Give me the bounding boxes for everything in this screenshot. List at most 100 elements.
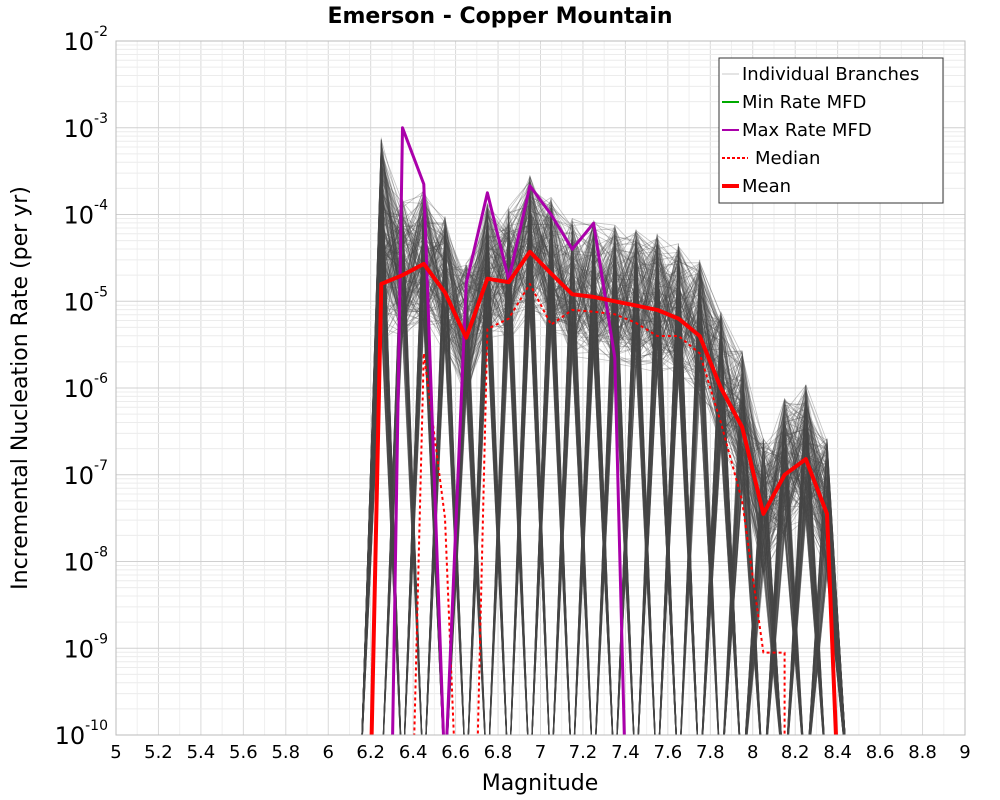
branch-line <box>361 197 846 735</box>
branch-line <box>361 202 844 735</box>
branch-line <box>361 140 846 735</box>
branch-line <box>362 209 846 735</box>
branch-line <box>361 221 825 735</box>
branch-line <box>361 230 824 735</box>
branch-line <box>361 210 824 735</box>
y-tick-label: 10-5 <box>63 284 108 316</box>
branch-line <box>361 231 845 735</box>
branch-line <box>361 180 825 735</box>
x-tick-label: 5.4 <box>187 742 216 763</box>
branch-line <box>361 202 846 735</box>
branch-line <box>362 254 825 735</box>
branch-line <box>382 204 845 735</box>
branch-line <box>361 156 846 735</box>
branch-line <box>361 207 845 735</box>
branch-line <box>361 182 845 735</box>
branch-line <box>361 216 846 735</box>
legend-label: Median <box>755 148 820 169</box>
y-axis-ticks: 10-10 10-9 10-8 10-7 10-6 10-5 10-4 10-3 10-2 <box>55 24 109 750</box>
branch-line <box>383 192 846 735</box>
branch-line <box>361 203 845 735</box>
branch-line <box>361 218 844 735</box>
branch-line <box>362 227 825 735</box>
branch-line <box>383 235 825 735</box>
branch-line <box>361 154 825 735</box>
branch-line <box>361 208 804 735</box>
branch-line <box>404 211 846 735</box>
branch-line <box>383 205 845 735</box>
branch-line <box>383 214 845 735</box>
branch-line <box>404 230 846 735</box>
branch-line <box>361 225 846 735</box>
branch-line <box>361 270 825 735</box>
branch-line <box>361 156 846 735</box>
branch-line <box>361 223 845 735</box>
branch-line <box>383 201 845 735</box>
branch-line <box>361 178 845 735</box>
chart-title: Emerson - Copper Mountain <box>327 4 672 29</box>
branch-line <box>362 225 846 735</box>
x-tick-label: 5 <box>110 742 121 763</box>
branch-line <box>362 231 782 735</box>
legend-label: Max Rate MFD <box>742 120 872 141</box>
branch-line <box>361 139 845 735</box>
branch-line <box>361 137 846 735</box>
branch-line <box>446 246 846 735</box>
branch-line <box>382 225 846 735</box>
y-tick-label: 10-4 <box>63 198 108 230</box>
branch-line <box>361 193 845 735</box>
branch-line <box>383 200 846 735</box>
branch-line <box>361 188 845 735</box>
branch-line <box>382 223 846 735</box>
branch-line <box>361 203 825 735</box>
branch-line <box>361 221 846 735</box>
branch-line <box>361 198 844 735</box>
branch-line <box>361 202 844 735</box>
branch-line <box>361 212 846 735</box>
branch-line <box>361 150 802 735</box>
branch-line <box>361 189 846 735</box>
branch-line <box>361 182 846 735</box>
x-tick-label: 8.8 <box>908 742 937 763</box>
branch-line <box>361 186 845 735</box>
branch-line <box>361 218 845 735</box>
branch-line <box>383 202 825 735</box>
branch-line <box>361 152 845 735</box>
plot-border <box>115 40 966 736</box>
branch-line <box>361 159 825 735</box>
branch-line <box>361 250 844 735</box>
branch-line <box>362 214 825 735</box>
branch-line <box>361 224 844 735</box>
legend-box <box>718 57 944 204</box>
branch-line <box>361 235 846 735</box>
branch-line <box>361 219 804 735</box>
branch-line <box>361 188 846 735</box>
branch-line <box>361 178 803 735</box>
branch-line <box>361 186 845 735</box>
branch-line <box>361 213 846 735</box>
branch-line <box>361 154 761 735</box>
branch-line <box>383 223 845 735</box>
branch-line <box>362 206 825 735</box>
branch-line <box>361 199 846 735</box>
branch-line <box>361 172 846 735</box>
branch-line <box>361 167 825 735</box>
branch-line <box>361 218 825 735</box>
branch-line <box>361 220 825 735</box>
branch-line <box>383 236 803 735</box>
branch-line <box>361 203 846 735</box>
branch-line <box>361 226 844 735</box>
branch-line <box>404 241 846 735</box>
x-tick-label: 5.2 <box>144 742 173 763</box>
legend-label: Mean <box>742 176 791 197</box>
branch-line <box>361 205 825 735</box>
branch-line <box>361 202 846 735</box>
x-tick-label: 6.4 <box>399 742 428 763</box>
branch-line <box>361 215 824 735</box>
branch-line <box>383 211 845 735</box>
x-tick-label: 8 <box>747 742 758 763</box>
branch-line <box>361 139 824 735</box>
branch-line <box>361 145 803 735</box>
branch-line <box>361 175 846 735</box>
branch-line <box>361 225 844 735</box>
